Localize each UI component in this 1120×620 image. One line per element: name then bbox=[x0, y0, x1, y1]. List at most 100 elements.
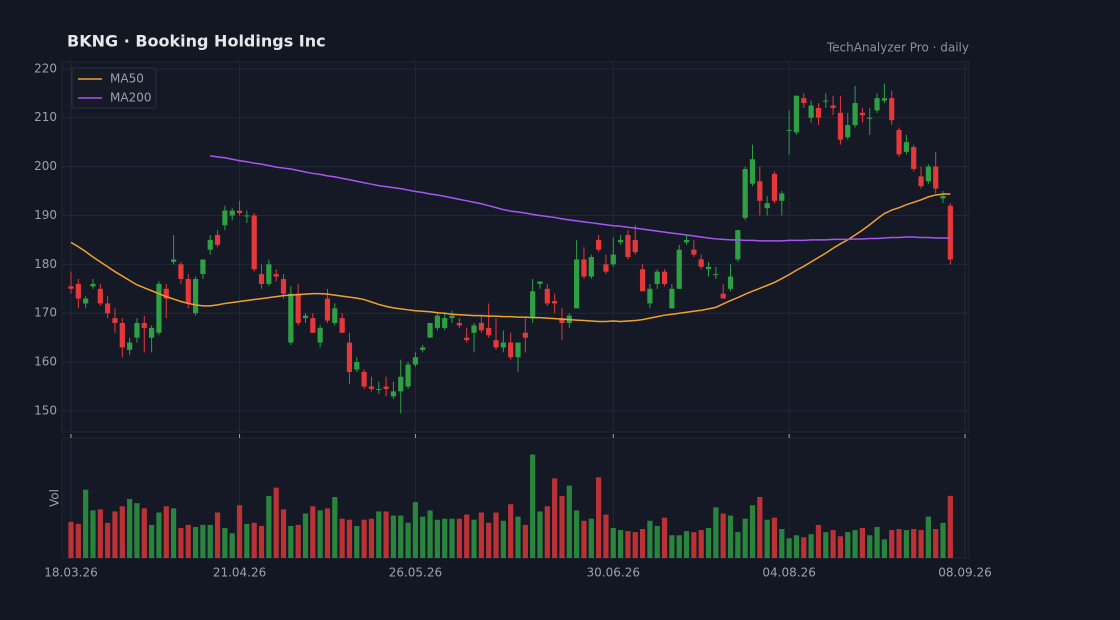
candle-body bbox=[192, 279, 199, 314]
volume-bar bbox=[273, 487, 279, 558]
x-tick-label: 18.03.26 bbox=[44, 566, 97, 580]
candle-body bbox=[727, 276, 734, 289]
candle-body bbox=[97, 288, 103, 304]
volume-bar bbox=[867, 535, 873, 558]
candle-body bbox=[134, 323, 140, 338]
volume-bar bbox=[757, 496, 763, 558]
candle-body bbox=[735, 230, 741, 260]
volume-bar bbox=[141, 508, 147, 558]
volume-bar bbox=[911, 529, 917, 558]
volume-bar bbox=[119, 506, 125, 558]
volume-bar bbox=[376, 511, 382, 558]
volume-bar bbox=[801, 537, 807, 558]
candle-body bbox=[771, 173, 778, 201]
candle-body bbox=[757, 181, 763, 201]
volume-bar bbox=[134, 503, 140, 558]
candle-body bbox=[588, 257, 594, 277]
candle-body bbox=[229, 210, 235, 216]
candle-body bbox=[508, 342, 514, 358]
volume-bar bbox=[793, 535, 800, 558]
candle-body bbox=[258, 274, 265, 284]
volume-bar bbox=[149, 524, 155, 558]
candle-body bbox=[170, 259, 177, 262]
candle-body bbox=[185, 279, 191, 304]
candle-body bbox=[625, 235, 631, 258]
candle-body bbox=[361, 371, 367, 387]
volume-bar bbox=[852, 530, 858, 558]
volume-bar bbox=[236, 505, 243, 558]
volume-bar bbox=[280, 509, 287, 558]
chart-subtitle: TechAnalyzer Pro · daily bbox=[826, 41, 969, 55]
candle-body bbox=[742, 169, 748, 218]
candle-body bbox=[83, 298, 89, 304]
candle-body bbox=[207, 239, 213, 250]
volume-bar bbox=[471, 519, 477, 558]
volume-bar bbox=[185, 524, 191, 558]
candle-body bbox=[376, 388, 382, 390]
volume-bar bbox=[97, 509, 103, 558]
volume-bar bbox=[837, 536, 844, 558]
candle-body bbox=[486, 327, 492, 336]
price-panel bbox=[61, 61, 970, 433]
candle-body bbox=[610, 254, 616, 265]
volume-bar bbox=[486, 522, 492, 558]
candle-body bbox=[749, 159, 756, 184]
volume-bar bbox=[361, 519, 367, 558]
volume-bar bbox=[405, 522, 411, 558]
candle-body bbox=[581, 259, 587, 277]
volume-bar bbox=[127, 499, 133, 558]
candle-body bbox=[522, 332, 528, 338]
candle-body bbox=[786, 129, 792, 131]
volume-bar bbox=[442, 518, 448, 558]
candle-body bbox=[669, 288, 675, 309]
candle-body bbox=[903, 142, 909, 152]
candle-body bbox=[815, 107, 822, 118]
candle-body bbox=[390, 391, 397, 397]
volume-bar bbox=[90, 510, 96, 558]
chart-title: BKNG · Booking Holdings Inc bbox=[67, 32, 326, 51]
volume-bar bbox=[552, 478, 558, 558]
volume-bar bbox=[749, 505, 756, 558]
candle-body bbox=[500, 342, 506, 348]
candle-body bbox=[236, 210, 243, 214]
volume-bar bbox=[522, 524, 528, 558]
volume-bar bbox=[508, 504, 514, 558]
volume-bar bbox=[207, 524, 213, 558]
volume-bar bbox=[676, 535, 682, 558]
candle-body bbox=[691, 249, 697, 255]
volume-bar bbox=[639, 529, 646, 558]
volume-bar bbox=[925, 516, 931, 558]
volume-bar bbox=[874, 526, 880, 558]
candle-body bbox=[383, 386, 389, 389]
volume-bar bbox=[705, 528, 712, 558]
candle-body bbox=[661, 271, 668, 284]
y-tick-label: 160 bbox=[34, 355, 57, 369]
volume-bar bbox=[647, 520, 653, 558]
volume-bar bbox=[727, 515, 734, 558]
volume-bar bbox=[683, 531, 690, 558]
volume-bar bbox=[617, 530, 624, 558]
candle-body bbox=[434, 315, 440, 328]
volume-bar bbox=[669, 535, 675, 558]
candle-body bbox=[596, 239, 602, 250]
volume-bar bbox=[596, 477, 602, 558]
volume-bar bbox=[420, 516, 426, 558]
volume-bar bbox=[310, 506, 316, 558]
volume-bar bbox=[698, 530, 704, 558]
candle-body bbox=[156, 283, 162, 333]
volume-bar bbox=[779, 529, 785, 558]
volume-bar bbox=[83, 489, 89, 558]
volume-bar bbox=[574, 510, 580, 558]
x-tick-label: 08.09.26 bbox=[938, 566, 991, 580]
candle-body bbox=[874, 98, 880, 111]
y-tick-label: 180 bbox=[34, 257, 57, 271]
volume-bar bbox=[691, 532, 697, 558]
candle-body bbox=[163, 288, 169, 299]
candle-body bbox=[764, 203, 770, 209]
candle-body bbox=[947, 205, 953, 260]
candle-body bbox=[368, 386, 375, 389]
candle-body bbox=[537, 281, 543, 284]
volume-bar bbox=[214, 512, 221, 558]
volume-bar bbox=[368, 518, 375, 558]
